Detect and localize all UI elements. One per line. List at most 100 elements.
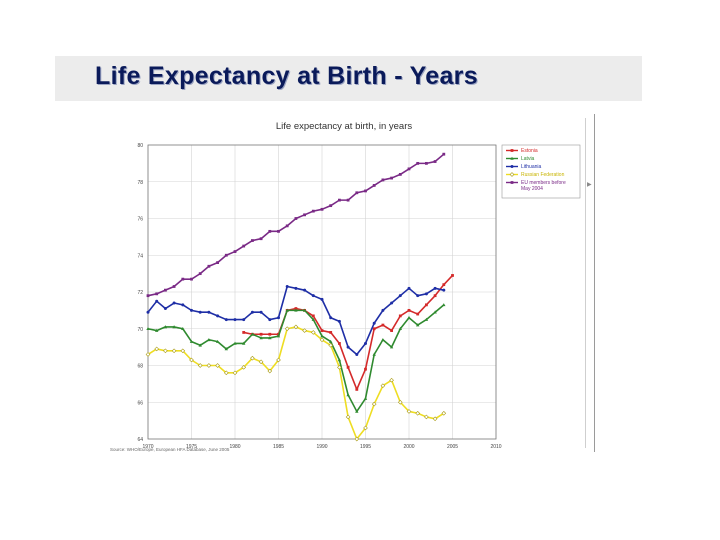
- data-point: [277, 229, 280, 233]
- data-point: [146, 310, 150, 314]
- data-point: [363, 425, 368, 431]
- y-tick-label: 74: [137, 253, 143, 259]
- data-point: [311, 294, 315, 298]
- data-point: [267, 368, 273, 374]
- legend-label: Russian Federation: [521, 172, 565, 178]
- data-point: [416, 312, 420, 316]
- slide-divider: [594, 114, 595, 452]
- data-point: [276, 334, 281, 338]
- data-point: [250, 332, 255, 336]
- data-point: [190, 277, 193, 281]
- data-point: [216, 314, 220, 318]
- data-point: [354, 436, 360, 442]
- data-point: [216, 261, 219, 264]
- data-point: [346, 365, 350, 369]
- data-point: [294, 286, 298, 290]
- x-tick-label: 1990: [316, 444, 327, 450]
- data-point: [302, 308, 307, 312]
- data-point: [407, 167, 411, 171]
- data-point: [509, 172, 515, 177]
- data-point: [276, 357, 281, 363]
- legend: Estonia Latvia Lithuania Russian Federation…: [501, 144, 581, 199]
- data-point: [250, 310, 254, 314]
- data-point: [241, 365, 247, 370]
- data-point: [259, 336, 263, 340]
- data-point: [215, 363, 220, 368]
- data-point: [355, 387, 359, 391]
- data-point: [397, 399, 403, 405]
- data-point: [303, 213, 306, 217]
- data-point: [337, 358, 342, 362]
- data-point: [223, 370, 229, 376]
- data-point: [398, 173, 402, 176]
- data-point: [242, 341, 246, 345]
- data-point: [390, 329, 393, 332]
- data-point: [372, 327, 376, 331]
- data-point: [406, 409, 412, 414]
- legend-label: Estonia: [521, 148, 538, 154]
- data-point: [442, 288, 446, 292]
- data-point: [432, 416, 438, 422]
- x-tick-label: 2000: [403, 444, 414, 450]
- x-tick-label: 2010: [490, 444, 501, 450]
- data-point: [242, 331, 246, 334]
- data-point: [198, 310, 202, 314]
- x-tick-label: 1975: [186, 444, 197, 450]
- data-point: [510, 156, 514, 160]
- data-point: [329, 339, 333, 343]
- data-point: [224, 318, 228, 322]
- data-point: [155, 299, 159, 303]
- data-point: [294, 308, 298, 312]
- data-point: [242, 318, 246, 322]
- data-point: [189, 357, 194, 363]
- data-point: [425, 303, 428, 307]
- data-point: [285, 284, 289, 288]
- data-point: [155, 328, 159, 332]
- data-point: [319, 337, 325, 343]
- title-band: Life Expectancy at Birth - Years: [55, 56, 642, 101]
- data-point: [345, 414, 351, 420]
- data-point: [172, 285, 176, 288]
- data-point: [189, 339, 194, 343]
- x-tick-label: 2005: [447, 444, 458, 450]
- data-point: [190, 308, 193, 312]
- y-tick-label: 64: [137, 437, 143, 443]
- data-point: [424, 292, 428, 296]
- data-point: [433, 310, 437, 314]
- data-point: [172, 301, 176, 305]
- y-tick-label: 70: [137, 327, 143, 333]
- data-point: [233, 318, 237, 322]
- data-point: [346, 198, 350, 202]
- data-point: [224, 253, 228, 257]
- data-point: [329, 204, 333, 208]
- data-point: [268, 336, 272, 340]
- data-point: [284, 326, 290, 332]
- data-point: [207, 337, 211, 342]
- data-point: [145, 352, 151, 357]
- data-point: [442, 283, 446, 287]
- data-point: [164, 288, 167, 292]
- data-point: [363, 396, 368, 400]
- data-point: [433, 160, 437, 163]
- data-point: [346, 345, 350, 349]
- y-tick-label: 80: [137, 143, 143, 149]
- data-point: [310, 330, 316, 335]
- data-point: [163, 325, 168, 329]
- data-point: [303, 288, 307, 292]
- data-point: [163, 307, 167, 311]
- data-point: [338, 342, 341, 345]
- data-point: [442, 303, 446, 307]
- data-point: [338, 198, 341, 202]
- data-point: [181, 326, 185, 331]
- data-point: [424, 317, 429, 321]
- data-point: [206, 363, 212, 368]
- data-point: [258, 359, 264, 365]
- data-point: [372, 321, 376, 325]
- data-point: [364, 189, 367, 193]
- data-point: [311, 314, 315, 318]
- data-point: [364, 367, 367, 371]
- y-tick-label: 76: [137, 217, 143, 223]
- data-point: [372, 184, 376, 187]
- data-point: [433, 286, 437, 290]
- data-point: [381, 323, 385, 327]
